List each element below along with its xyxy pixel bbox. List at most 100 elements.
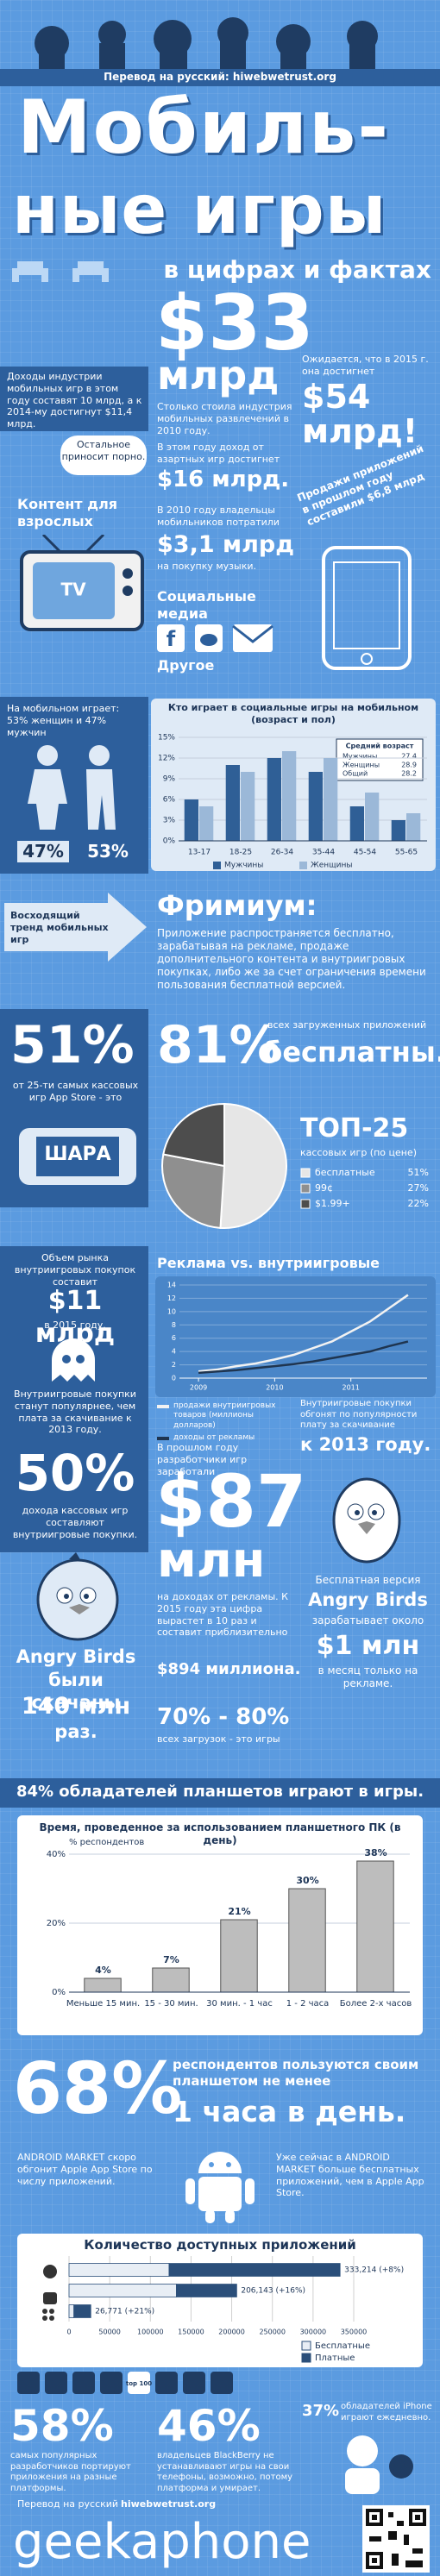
bar-segment — [68, 2304, 75, 2318]
big-number: 68% — [13, 2048, 183, 2130]
y-tick-label: 15% — [158, 734, 175, 743]
bar — [406, 813, 421, 841]
bar — [349, 806, 364, 841]
big-number: 81% — [157, 1015, 281, 1075]
x-tick-label: 200000 — [218, 2328, 245, 2336]
legend-entry: продажи внутриигровых товаров (миллионы … — [157, 1401, 295, 1431]
value-label: 4% — [95, 1965, 111, 1976]
legend-swatch — [301, 2353, 311, 2363]
text: Объем рынка внутриигровых покупок состав… — [14, 1252, 136, 1288]
y-tick-label: 2 — [172, 1361, 176, 1369]
label: Angry Birds — [308, 1589, 428, 1610]
big-number: 51% — [10, 1015, 135, 1075]
label: Другое — [157, 657, 215, 674]
x-tick-label: 15 - 30 мин. — [144, 1999, 198, 2009]
social-icons: f — [157, 624, 273, 652]
big-number: $16 млрд. — [157, 467, 290, 492]
legend-label: 99¢ — [315, 1182, 333, 1194]
legend-label: Платные — [315, 2353, 355, 2363]
bar — [308, 772, 323, 841]
y-tick-label: 12 — [167, 1294, 176, 1302]
x-tick-label: Меньше 15 мин. — [66, 1999, 140, 2009]
y-tick-label: 12% — [158, 755, 175, 763]
bar-segment — [68, 2263, 170, 2277]
legend-swatch — [300, 1183, 311, 1194]
figure — [345, 2435, 413, 2494]
legend-value: 27% — [408, 1182, 429, 1194]
bar — [356, 1860, 394, 1993]
x-tick-label: 50000 — [98, 2328, 120, 2336]
y-tick-label: 0% — [163, 837, 176, 846]
bar — [152, 1967, 190, 1993]
legend-label: Женщины — [311, 862, 352, 870]
bar — [225, 765, 240, 841]
bar-segment — [168, 2263, 341, 2277]
y-tick-label: 8 — [172, 1321, 176, 1329]
text: ANDROID MARKET скоро обгонит Apple App S… — [17, 2152, 153, 2187]
phone-sign — [19, 1128, 136, 1185]
chart-title: ТОП-25 — [300, 1113, 409, 1144]
label: Контент для взрослых — [17, 496, 118, 530]
legend-label: бесплатные — [315, 1167, 375, 1178]
x-tick-label: 0 — [66, 2328, 71, 2336]
text: дохода кассовых игр составляют внутриигр… — [12, 1505, 138, 1540]
legend-label: Мужчины — [224, 862, 263, 870]
legend-label: продажи внутриигровых товаров (миллионы … — [173, 1401, 276, 1430]
big-word: бесплатны. — [263, 1036, 440, 1069]
big-number: $1 млн — [316, 1631, 420, 1661]
x-tick-label: 30 мин. - 1 час — [206, 1999, 273, 2009]
bar-label: 26,771 (+21%) — [95, 2308, 154, 2316]
stat: 47% — [17, 841, 69, 862]
big-number: $33 — [155, 279, 314, 367]
bar-segment — [176, 2284, 237, 2297]
header-art — [35, 17, 378, 69]
bar — [241, 772, 255, 841]
y-tick-label: 3% — [163, 817, 176, 825]
bar-label: 333,214 (+8%) — [344, 2266, 404, 2275]
text: всех загруженных приложений — [267, 1019, 427, 1031]
x-tick-label: 1 - 2 часа — [286, 1999, 330, 2009]
big-number: $87 — [155, 1459, 307, 1544]
phone — [322, 546, 412, 670]
x-tick-label: 26-34 — [271, 849, 293, 857]
x-tick-label: 2011 — [343, 1384, 360, 1392]
android-icon — [43, 2292, 57, 2304]
y-tick-label: 40% — [47, 1850, 66, 1859]
text: обладателей iPhone играют ежедневно. — [341, 2402, 432, 2422]
x-tick-label: 250000 — [259, 2328, 286, 2336]
chart-title: Количество доступных приложений — [84, 2237, 356, 2253]
big-word: к 2013 году. — [300, 1434, 431, 1455]
chart-box — [17, 1815, 423, 2035]
big-number: $3,1 млрд — [157, 531, 294, 558]
big-number: 50% — [15, 1444, 135, 1502]
bar — [288, 1888, 326, 1993]
people — [28, 745, 116, 830]
legend-swatch — [157, 1436, 169, 1440]
heading: Фримиум: — [157, 889, 317, 922]
x-tick-label: 18-25 — [229, 849, 252, 857]
chart-subtitle: кассовых игр (по цене) — [300, 1147, 418, 1158]
chart-box — [155, 1276, 436, 1397]
bar — [199, 806, 214, 841]
credit: Перевод на русский — [17, 2498, 119, 2510]
y-tick-label: 4 — [172, 1348, 176, 1356]
legend-value: 51% — [408, 1167, 429, 1178]
legend-swatch — [213, 862, 221, 869]
big-unit: млрд — [157, 352, 280, 398]
line — [198, 1294, 409, 1373]
text: На мобильном играет: 53% женщин и 47% му… — [7, 703, 120, 738]
text: респондентов пользуются своим планшетом … — [173, 2057, 419, 2089]
credit-band — [0, 69, 440, 86]
big-number: 140 млн — [21, 1693, 131, 1720]
legend-swatch — [300, 1168, 311, 1178]
bar — [184, 799, 198, 841]
x-tick-label: 55-65 — [395, 849, 418, 857]
bar-segment — [68, 2284, 177, 2297]
value-label: 38% — [364, 1847, 387, 1858]
text: самых популярных разработчиков портируют… — [10, 2451, 131, 2493]
qr — [362, 2505, 430, 2573]
statement: 84% обладателей планшетов играют в игры. — [16, 1783, 424, 1801]
tv-label: TV — [60, 580, 86, 600]
pie-slice — [161, 1153, 226, 1229]
